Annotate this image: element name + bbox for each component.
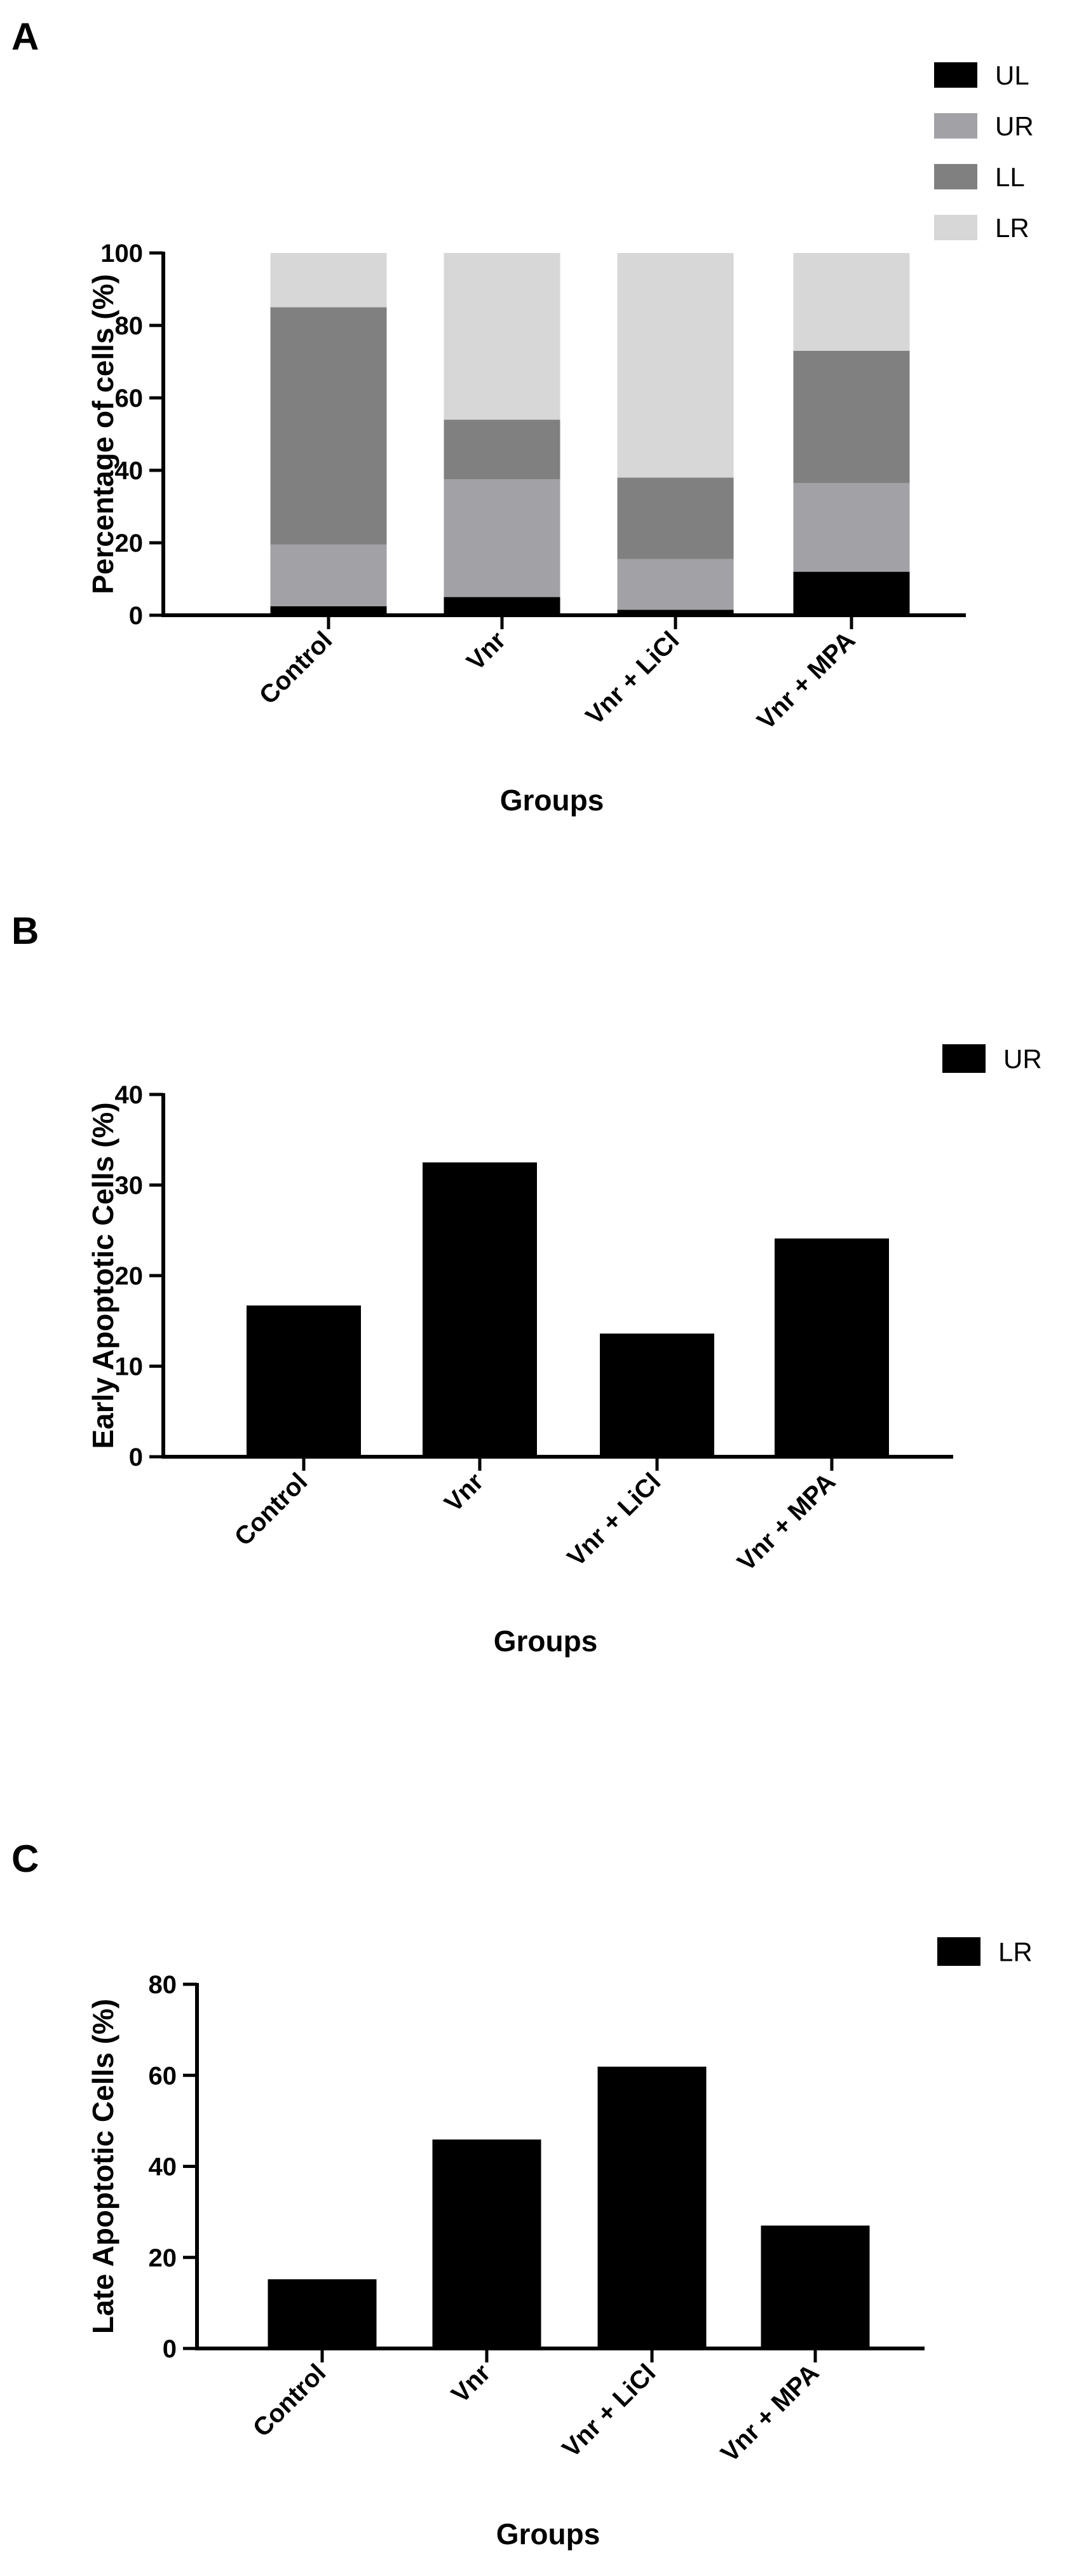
bar-vnr-licl-ul — [617, 610, 734, 615]
legend-swatch-lr — [937, 1937, 980, 1966]
y-tick-label: 40 — [115, 457, 144, 485]
x-axis-title: Groups — [500, 784, 604, 817]
y-tick-label: 80 — [115, 312, 144, 340]
legend-label-ur: UR — [995, 111, 1034, 141]
x-tick-label-control: Control — [254, 626, 338, 710]
bar-control-ur — [270, 544, 387, 606]
y-tick-label: 60 — [149, 2062, 177, 2090]
legend-swatch-ur — [934, 113, 977, 139]
panel-b: B 0 10 20 30 40 Control Vnr Vnr + LiCl Vnr + MPA G… — [11, 910, 1042, 1658]
y-tick-label: 60 — [115, 385, 144, 412]
bar-vnr-mpa-ll — [793, 350, 910, 483]
panel-a: A 0 20 40 60 80 100 Control Vnr Vnr + LiCl Vnr + M… — [11, 15, 1034, 817]
bar-vnr-licl-ur — [600, 1333, 714, 1457]
legend: UL UR LL LR — [934, 60, 1034, 243]
panel-letter: A — [11, 15, 39, 58]
bar-vnr-ul — [444, 597, 560, 615]
y-tick-label: 100 — [100, 240, 143, 268]
legend-label-ll: LL — [995, 162, 1025, 192]
y-tick-label: 40 — [149, 2153, 177, 2181]
legend: LR — [937, 1937, 1033, 1967]
bars — [270, 253, 910, 615]
x-tick-label-vnr-licl: Vnr + LiCl — [557, 2359, 661, 2463]
legend-swatch-lr — [934, 215, 977, 240]
legend: UR — [942, 1044, 1042, 1074]
y-tick-label: 40 — [115, 1081, 144, 1109]
x-tick-label-control: Control — [248, 2359, 332, 2443]
x-tick-label-vnr-mpa: Vnr + MPA — [752, 626, 860, 735]
legend-label-lr: LR — [998, 1937, 1033, 1967]
y-tick-label: 80 — [149, 1971, 177, 1999]
x-axis-title: Groups — [494, 1625, 598, 1658]
bar-vnr-lr — [432, 2139, 541, 2348]
bar-vnr-ur — [423, 1162, 537, 1457]
bar-control-ur — [247, 1305, 361, 1457]
x-tick-label-vnr-licl: Vnr + LiCl — [580, 626, 684, 730]
y-tick-label: 0 — [163, 2335, 177, 2363]
bars — [268, 2066, 870, 2348]
bar-vnr-mpa-lr — [761, 2225, 870, 2348]
panel-c: C 0 20 40 60 80 Control Vnr Vnr + LiCl Vnr + MPA G… — [11, 1837, 1033, 2551]
bar-control-ll — [270, 307, 387, 545]
y-tick-label: 30 — [115, 1172, 144, 1200]
bar-control-ul — [270, 606, 387, 615]
x-tick-label-vnr-mpa: Vnr + MPA — [716, 2359, 824, 2467]
legend-swatch-ur — [942, 1044, 986, 1073]
legend-label-ur: UR — [1003, 1044, 1042, 1074]
legend-label-ul: UL — [995, 60, 1029, 90]
panel-letter: B — [11, 910, 39, 952]
y-tick-label: 20 — [115, 1262, 144, 1290]
x-tick-label-vnr-mpa: Vnr + MPA — [732, 1468, 841, 1576]
bar-vnr-mpa-ur — [793, 482, 910, 572]
x-tick-label-vnr-licl: Vnr + LiCl — [562, 1468, 666, 1572]
bar-vnr-mpa-ul — [793, 571, 910, 615]
legend-swatch-ul — [934, 62, 977, 88]
x-tick-label-vnr: Vnr — [439, 1468, 489, 1517]
bar-vnr-licl-ll — [617, 477, 734, 559]
bar-vnr-ur — [444, 479, 560, 597]
y-axis-title: Percentage of cells (%) — [86, 274, 119, 594]
y-tick-label: 10 — [115, 1353, 144, 1381]
bar-vnr-licl-lr — [617, 253, 734, 478]
y-axis-title: Late Apoptotic Cells (%) — [86, 1999, 119, 2334]
panel-letter: C — [11, 1837, 39, 1880]
bar-vnr-licl-lr — [597, 2066, 707, 2348]
bar-vnr-mpa-ur — [775, 1238, 889, 1457]
bar-vnr-licl-ur — [617, 559, 734, 610]
bar-vnr-mpa-lr — [793, 253, 910, 351]
x-tick-label-control: Control — [229, 1468, 313, 1551]
legend-swatch-ll — [934, 164, 977, 189]
x-axis-title: Groups — [496, 2518, 600, 2551]
y-tick-label: 20 — [149, 2244, 177, 2272]
y-axis-title: Early Apoptotic Cells (%) — [86, 1102, 119, 1448]
bars — [247, 1162, 889, 1457]
legend-label-lr: LR — [995, 213, 1029, 243]
y-tick-label: 20 — [115, 529, 144, 557]
y-tick-label: 0 — [129, 1443, 143, 1471]
bar-control-lr — [270, 253, 387, 308]
bar-control-lr — [268, 2279, 377, 2348]
bar-vnr-ll — [444, 419, 560, 480]
y-tick-label: 0 — [129, 602, 143, 630]
x-tick-label-vnr: Vnr — [446, 2359, 496, 2408]
x-tick-label-vnr: Vnr — [461, 626, 511, 676]
bar-vnr-lr — [444, 253, 560, 420]
